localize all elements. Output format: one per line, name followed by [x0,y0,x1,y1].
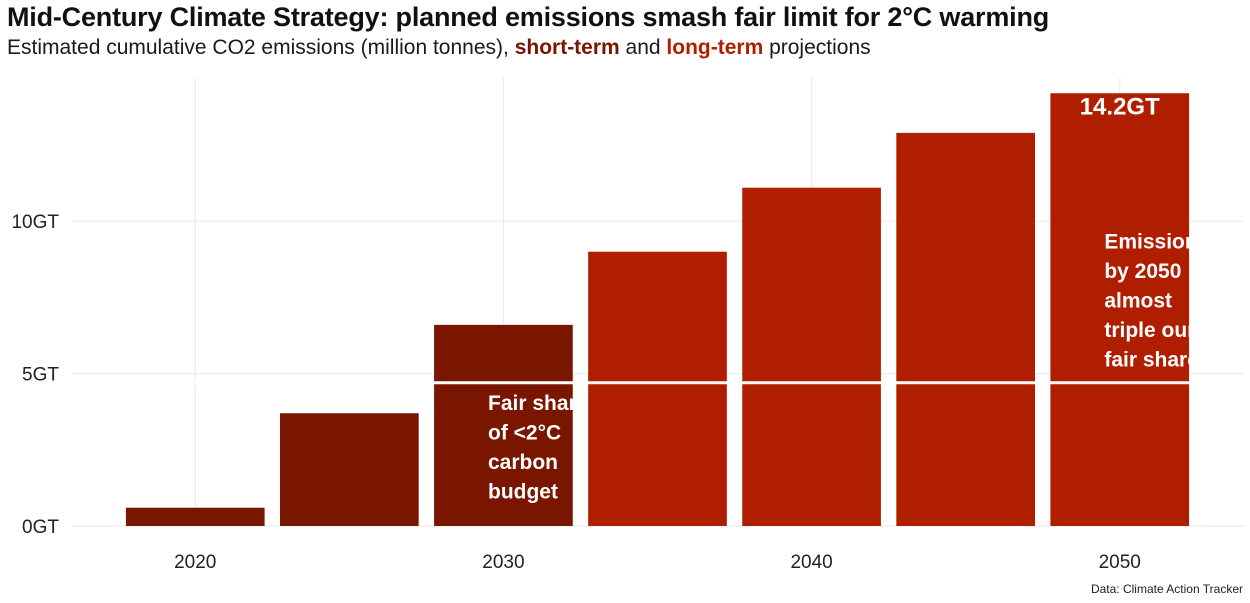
x-tick-label-1: 2030 [482,552,524,573]
bars [125,93,1190,526]
subtitle-long-term: long-term [666,36,764,59]
annotations: 14.2GT Emissions by 2050 almost triple our fa… [488,94,1209,504]
x-tick-label-0: 2020 [174,552,216,573]
bar-2050 [1050,93,1190,526]
x-tick-label-3: 2050 [1099,552,1141,573]
annotation-0: 14.2GT [1080,94,1160,121]
bar-2035 [588,251,727,526]
annotation-1-line-2: almost [1104,289,1172,312]
subtitle-middle: and [619,36,667,59]
chart-subtitle: Estimated cumulative CO2 emissions (mill… [7,36,871,60]
annotation-0-line-0: 14.2GT [1080,94,1160,121]
y-tick-label-0: 0GT [22,517,59,538]
annotation-1-line-3: triple our [1104,319,1195,342]
bar-2025 [280,413,419,526]
subtitle-prefix: Estimated cumulative CO2 emissions (mill… [7,36,515,59]
x-tick-label-2: 2040 [790,552,832,573]
bar-2040 [742,187,881,526]
annotation-1-line-4: fair share [1104,348,1199,371]
y-tick-label-2: 10GT [11,212,59,233]
y-axis: 0GT 5GT 10GT [11,212,59,538]
subtitle-short-term: short-term [514,36,620,59]
bar-2030 [434,324,573,526]
source-note: Data: Climate Action Tracker [1090,582,1243,596]
annotation-2: Fair share of <2°C carbon budget [488,392,588,503]
annotation-1: Emissions by 2050 almost triple our fair sha… [1104,231,1209,372]
bar-2020 [125,507,265,526]
annotation-2-line-1: of <2°C [488,422,561,445]
annotation-2-line-2: carbon [488,451,558,474]
annotation-1-line-0: Emissions [1104,231,1209,254]
subtitle-suffix: projections [763,36,871,59]
annotation-1-line-1: by 2050 [1104,260,1181,283]
annotation-2-line-3: budget [488,480,558,503]
chart-title: Mid-Century Climate Strategy: planned em… [7,2,1050,32]
x-axis: 2020 2030 2040 2050 [174,552,1141,573]
y-tick-label-1: 5GT [22,365,59,386]
bar-2045 [896,132,1035,526]
annotation-2-line-0: Fair share [488,392,588,415]
